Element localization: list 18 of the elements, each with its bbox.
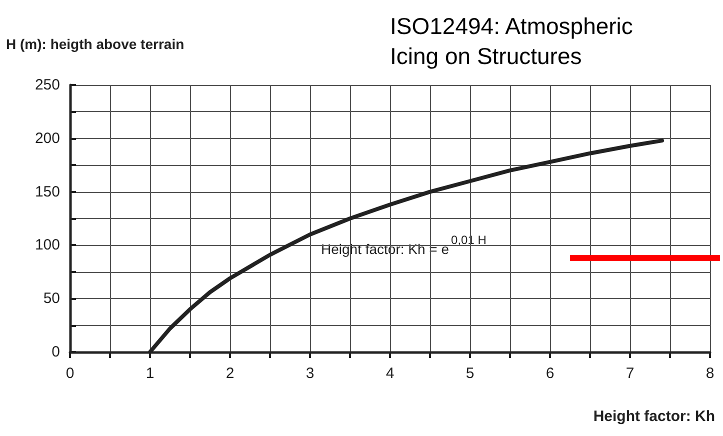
y-tick-label: 100 [34,236,60,254]
x-axis-title: Height factor: Kh [593,408,716,425]
y-axis-title: H (m): heigth above terrain [6,36,184,52]
x-tick-label: 6 [546,365,554,382]
x-tick-label: 0 [66,365,74,382]
y-tick-label: 250 [34,76,60,94]
x-tick-label: 7 [626,365,634,382]
y-tick-label: 150 [34,183,60,200]
x-tick-label: 8 [706,365,714,382]
x-tick-label: 5 [466,365,474,382]
chart-title: ISO12494: Atmospheric Icing on Structures [390,13,633,69]
x-tick-label: 3 [306,365,314,382]
y-tick-label: 50 [43,290,60,308]
x-tick-label: 1 [146,365,154,382]
x-tick-label: 2 [226,365,234,382]
y-tick-label: 200 [34,130,60,147]
x-tick-label: 4 [386,365,394,382]
y-tick-label: 0 [52,344,60,360]
